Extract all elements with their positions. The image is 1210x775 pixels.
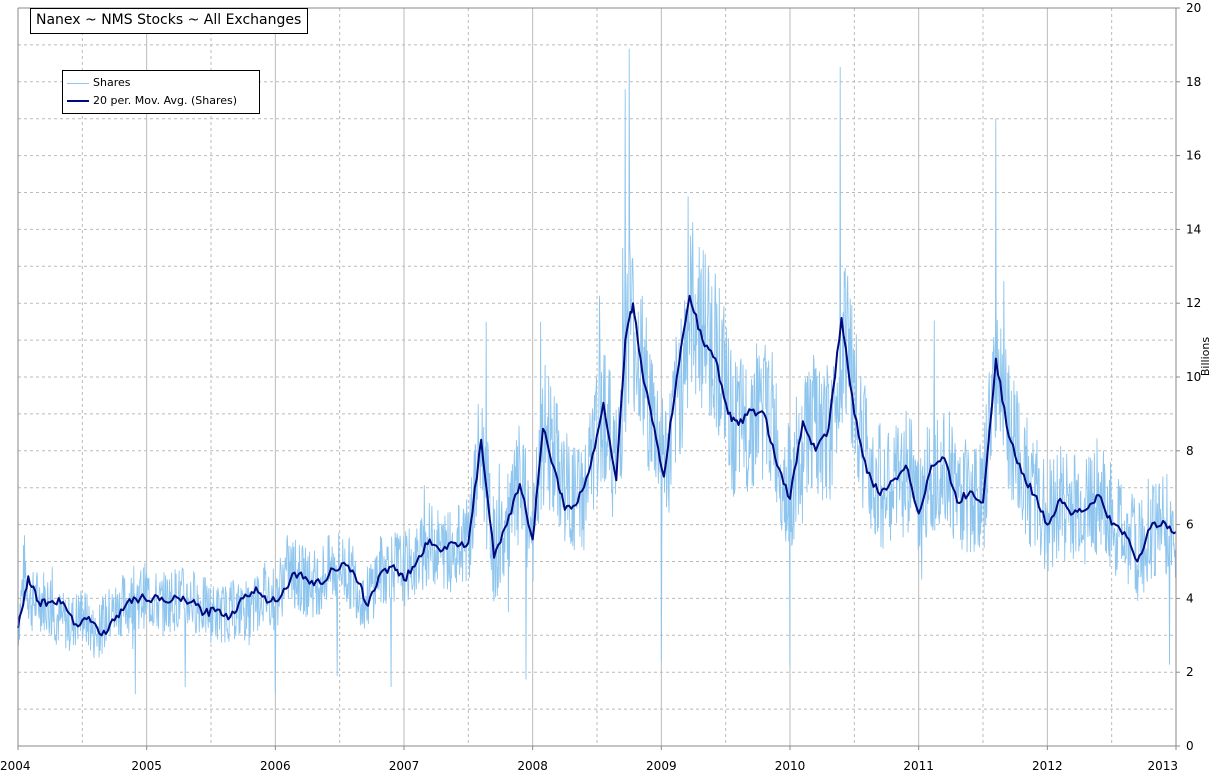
series-moving-average-line xyxy=(17,294,1177,637)
y-tick-label: 6 xyxy=(1186,518,1194,532)
chart-legend: Shares 20 per. Mov. Avg. (Shares) xyxy=(62,70,260,114)
x-tick-label: 2007 xyxy=(389,759,420,773)
x-tick-label: 2008 xyxy=(517,759,548,773)
x-tick-label: 2012 xyxy=(1032,759,1063,773)
x-tick-label: 2013 xyxy=(1147,759,1178,773)
y-tick-label: 16 xyxy=(1186,149,1201,163)
legend-label-moving-average: 20 per. Mov. Avg. (Shares) xyxy=(93,94,238,107)
y-tick-label: 14 xyxy=(1186,222,1201,236)
x-tick-label: 2006 xyxy=(260,759,291,773)
x-tick-label: 2005 xyxy=(131,759,162,773)
legend-label-shares: Shares xyxy=(93,76,131,89)
legend-swatch-shares xyxy=(67,82,89,84)
x-tick-label: 2010 xyxy=(775,759,806,773)
y-tick-label: 12 xyxy=(1186,296,1201,310)
y-tick-label: 2 xyxy=(1186,665,1194,679)
x-tick-label: 2004 xyxy=(0,759,31,773)
x-tick-label: 2009 xyxy=(646,759,677,773)
series-shares-line xyxy=(17,48,1177,695)
y-tick-label: 8 xyxy=(1186,444,1194,458)
legend-item-shares: Shares xyxy=(67,74,255,92)
legend-swatch-moving-average xyxy=(67,100,89,102)
y-tick-label: 18 xyxy=(1186,75,1201,89)
legend-item-moving-average: 20 per. Mov. Avg. (Shares) xyxy=(67,92,255,110)
x-tick-label: 2011 xyxy=(903,759,934,773)
y-axis-label: Billions xyxy=(1199,336,1210,377)
y-tick-label: 20 xyxy=(1186,1,1201,15)
y-tick-label: 4 xyxy=(1186,591,1194,605)
chart-title: Nanex ~ NMS Stocks ~ All Exchanges xyxy=(30,8,309,34)
y-tick-label: 10 xyxy=(1186,370,1201,384)
y-tick-label: 0 xyxy=(1186,739,1194,753)
